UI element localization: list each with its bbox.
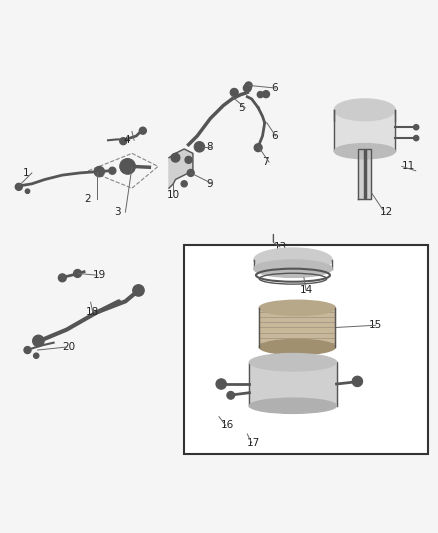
Circle shape bbox=[33, 335, 44, 346]
Polygon shape bbox=[169, 149, 193, 188]
Text: 12: 12 bbox=[380, 207, 393, 217]
Text: 9: 9 bbox=[206, 179, 212, 189]
Circle shape bbox=[15, 183, 22, 190]
Circle shape bbox=[181, 181, 187, 187]
Circle shape bbox=[94, 166, 105, 177]
Circle shape bbox=[120, 138, 127, 144]
Text: 2: 2 bbox=[84, 194, 91, 204]
Circle shape bbox=[139, 127, 146, 134]
Circle shape bbox=[25, 189, 30, 193]
Circle shape bbox=[133, 285, 144, 296]
Text: 8: 8 bbox=[206, 142, 212, 152]
Bar bbox=[184, 245, 428, 454]
Text: 3: 3 bbox=[115, 207, 121, 217]
Circle shape bbox=[187, 169, 194, 176]
Circle shape bbox=[244, 84, 251, 92]
Text: 16: 16 bbox=[221, 421, 234, 430]
Circle shape bbox=[185, 156, 192, 163]
Ellipse shape bbox=[250, 353, 336, 371]
Text: 4: 4 bbox=[123, 135, 130, 146]
Circle shape bbox=[109, 167, 116, 174]
Text: 15: 15 bbox=[369, 320, 382, 330]
Ellipse shape bbox=[254, 260, 332, 277]
Circle shape bbox=[58, 274, 66, 282]
Circle shape bbox=[413, 125, 419, 130]
Circle shape bbox=[245, 82, 252, 89]
Circle shape bbox=[24, 346, 31, 353]
Text: 17: 17 bbox=[247, 438, 261, 448]
Circle shape bbox=[254, 144, 262, 151]
Circle shape bbox=[352, 376, 363, 386]
Circle shape bbox=[230, 88, 238, 96]
Text: 7: 7 bbox=[262, 157, 269, 167]
Circle shape bbox=[227, 391, 235, 399]
Text: 13: 13 bbox=[273, 242, 286, 252]
Circle shape bbox=[257, 92, 263, 98]
Bar bbox=[259, 308, 336, 347]
Text: 10: 10 bbox=[167, 190, 180, 200]
Ellipse shape bbox=[259, 300, 336, 316]
Text: 6: 6 bbox=[271, 83, 278, 93]
Text: 11: 11 bbox=[402, 161, 415, 172]
Text: 19: 19 bbox=[93, 270, 106, 280]
Circle shape bbox=[194, 142, 205, 152]
Circle shape bbox=[34, 353, 39, 358]
Ellipse shape bbox=[334, 99, 395, 120]
Text: 14: 14 bbox=[300, 286, 313, 295]
Circle shape bbox=[216, 379, 226, 389]
Circle shape bbox=[74, 270, 81, 277]
Ellipse shape bbox=[250, 398, 336, 414]
Text: 5: 5 bbox=[239, 103, 245, 112]
Ellipse shape bbox=[254, 248, 332, 272]
Circle shape bbox=[171, 154, 180, 162]
Text: 6: 6 bbox=[271, 131, 278, 141]
Circle shape bbox=[120, 158, 135, 174]
Circle shape bbox=[262, 91, 269, 98]
Circle shape bbox=[413, 135, 419, 141]
Text: 18: 18 bbox=[86, 307, 99, 317]
Bar bbox=[334, 110, 395, 151]
Text: 20: 20 bbox=[62, 342, 75, 352]
Ellipse shape bbox=[259, 340, 336, 354]
Bar bbox=[358, 149, 371, 199]
Bar bbox=[250, 362, 336, 406]
Text: 1: 1 bbox=[23, 168, 30, 178]
Ellipse shape bbox=[334, 143, 395, 159]
